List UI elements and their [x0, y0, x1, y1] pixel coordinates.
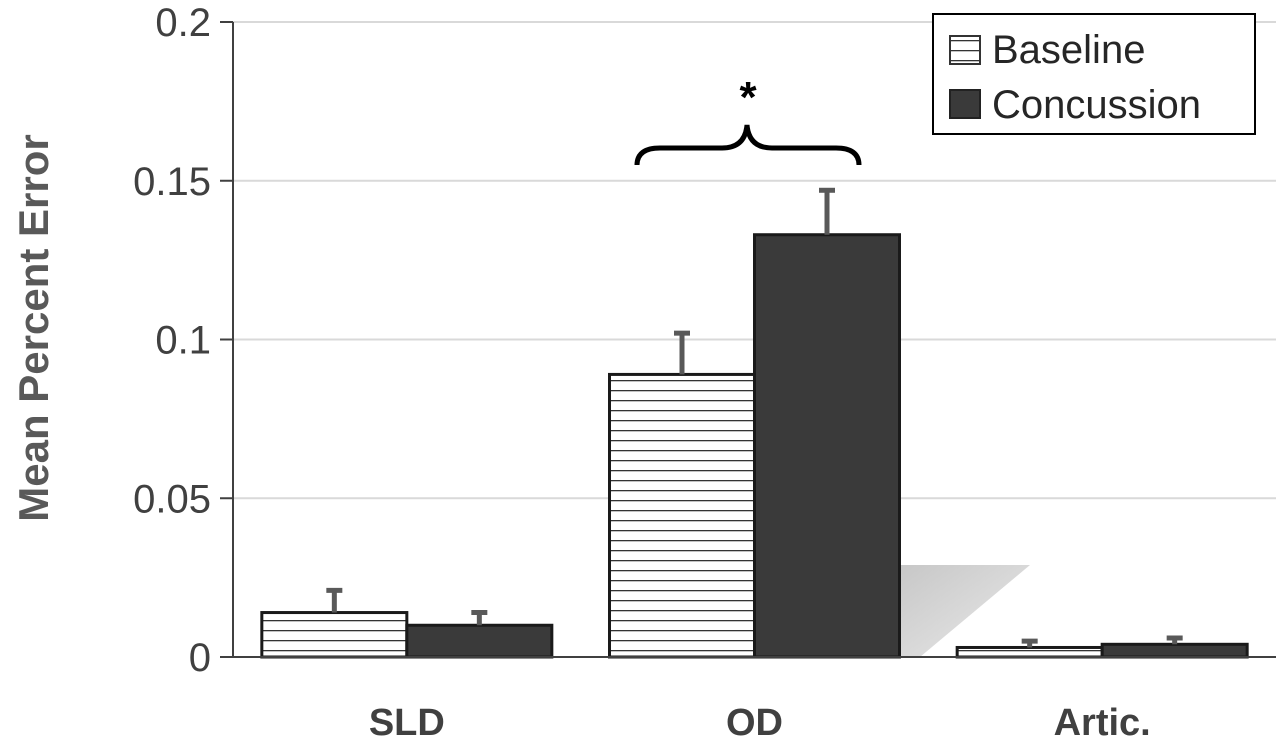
bar-baseline-od	[608, 372, 756, 659]
y-ticks: 0 0.05 0.1 0.15 0.2	[133, 1, 233, 680]
bar-concussion-artic	[1100, 642, 1249, 659]
bar-concussion-sld	[405, 623, 554, 659]
y-tick-label: 0.15	[133, 160, 211, 204]
bar-baseline-sld	[260, 611, 409, 659]
legend-label-baseline: Baseline	[992, 28, 1145, 72]
legend-box	[932, 13, 1256, 135]
legend-swatch-concussion	[949, 89, 981, 119]
y-tick-label: 0.05	[133, 477, 211, 521]
bar-concussion-od	[753, 233, 901, 659]
bar-baseline-artic	[955, 645, 1104, 659]
error-bars	[326, 187, 1183, 648]
legend: Baseline Concussion	[932, 13, 1256, 135]
y-tick-label: 0	[189, 636, 211, 680]
y-tick-label: 0.2	[155, 1, 211, 45]
x-tick-label: Artic.	[1054, 702, 1151, 739]
significance-asterisk: *	[739, 73, 757, 122]
legend-label-concussion: Concussion	[992, 83, 1201, 127]
bars	[260, 233, 1249, 659]
y-axis-label: Mean Percent Error	[10, 134, 57, 521]
x-tick-label: SLD	[369, 702, 445, 739]
significance-bracket	[634, 124, 862, 166]
x-tick-label: OD	[726, 702, 783, 739]
bar-shadow	[898, 565, 1030, 657]
y-tick-label: 0.1	[155, 319, 211, 363]
legend-swatch-baseline	[949, 35, 981, 65]
x-tick-labels: SLD OD Artic.	[369, 702, 1151, 739]
